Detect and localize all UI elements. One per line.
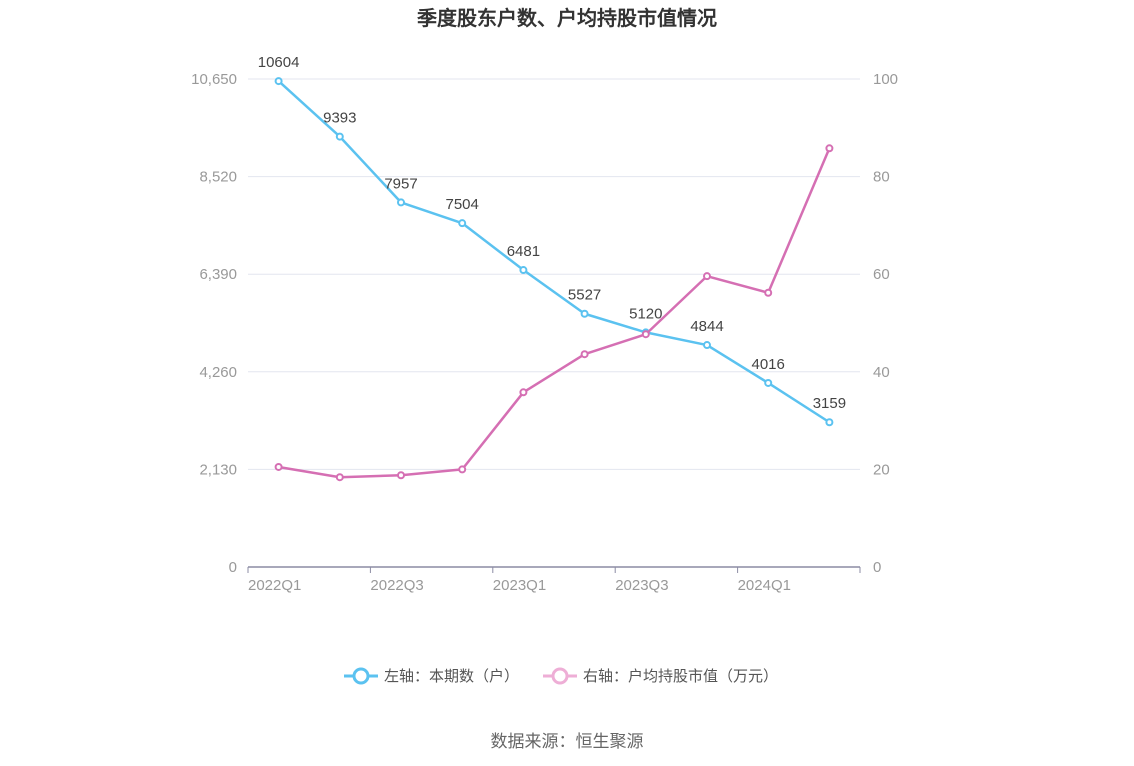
legend-left-label: 左轴：本期数（户） bbox=[384, 667, 519, 685]
left-series-point[interactable] bbox=[825, 418, 834, 427]
x-tick-label: 2023Q3 bbox=[615, 577, 668, 594]
right-series-point[interactable] bbox=[825, 144, 834, 153]
x-tick-label: 2023Q1 bbox=[493, 577, 546, 594]
left-series-point[interactable] bbox=[397, 198, 405, 207]
left-series-point[interactable] bbox=[274, 77, 283, 86]
axes: 0 0 2,130 20 4,260 40 6,390 60 8,520 80 10,650 100 2… bbox=[191, 71, 898, 594]
left-y-tick-label: 2,130 bbox=[199, 461, 237, 478]
x-tick-label: 2024Q1 bbox=[738, 577, 791, 594]
data-label: 5527 bbox=[568, 287, 601, 304]
data-label: 5120 bbox=[629, 305, 662, 322]
right-y-tick-label: 0 bbox=[873, 559, 881, 576]
legend-item-right-series[interactable]: 右轴：户均持股市值（万元） bbox=[543, 667, 778, 685]
right-series-point[interactable] bbox=[703, 272, 711, 281]
left-series-point[interactable] bbox=[335, 132, 344, 141]
right-series-line bbox=[278, 147, 831, 479]
x-tick-label: 2022Q1 bbox=[248, 577, 301, 594]
series-layer bbox=[274, 77, 834, 482]
right-series-point[interactable] bbox=[764, 288, 773, 297]
right-series-point[interactable] bbox=[580, 350, 589, 359]
right-y-tick-label: 60 bbox=[873, 266, 890, 283]
left-series-point[interactable] bbox=[458, 219, 467, 228]
left-y-tick-label: 4,260 bbox=[199, 364, 237, 381]
data-label: 4844 bbox=[690, 318, 723, 335]
left-series-point[interactable] bbox=[519, 266, 528, 275]
right-y-tick-label: 100 bbox=[873, 71, 898, 88]
data-label: 6481 bbox=[507, 243, 540, 260]
x-tick-label: 2022Q3 bbox=[370, 577, 423, 594]
chart-title: 季度股东户数、户均持股市值情况 bbox=[416, 6, 717, 30]
legend-item-left-series[interactable]: 左轴：本期数（户） bbox=[344, 667, 519, 685]
right-series bbox=[274, 144, 834, 482]
right-series-point[interactable] bbox=[274, 462, 283, 471]
left-y-tick-label: 6,390 bbox=[199, 266, 237, 283]
data-label: 10604 bbox=[258, 54, 300, 71]
data-labels: 10604 9393 7957 7504 6481 5527 5120 4844 4016 315… bbox=[258, 54, 846, 412]
right-series-point[interactable] bbox=[335, 473, 344, 482]
legend-left-marker bbox=[352, 667, 370, 685]
legend: 左轴：本期数（户） 右轴：户均持股市值（万元） bbox=[344, 667, 778, 685]
right-y-tick-label: 80 bbox=[873, 169, 890, 186]
left-y-tick-label: 10,650 bbox=[191, 71, 237, 88]
grid-lines bbox=[248, 78, 860, 470]
right-y-tick-label: 20 bbox=[873, 461, 890, 478]
left-series bbox=[274, 77, 834, 427]
data-label: 3159 bbox=[813, 395, 846, 412]
legend-right-label: 右轴：户均持股市值（万元） bbox=[583, 667, 778, 685]
data-label: 7957 bbox=[384, 175, 417, 192]
left-series-point[interactable] bbox=[703, 341, 711, 350]
data-label: 7504 bbox=[446, 196, 479, 213]
left-y-tick-label: 0 bbox=[229, 559, 237, 576]
left-series-point[interactable] bbox=[764, 378, 773, 387]
right-series-point[interactable] bbox=[519, 388, 528, 397]
data-label: 9393 bbox=[323, 110, 356, 127]
legend-right-marker bbox=[551, 667, 569, 685]
left-series-point[interactable] bbox=[580, 309, 589, 318]
data-label: 4016 bbox=[752, 356, 785, 373]
right-series-point[interactable] bbox=[458, 465, 467, 474]
right-y-tick-label: 40 bbox=[873, 364, 890, 381]
right-series-point[interactable] bbox=[397, 471, 405, 480]
left-y-tick-label: 8,520 bbox=[199, 169, 237, 186]
source-note: 数据来源：恒生聚源 bbox=[491, 732, 644, 752]
right-series-point[interactable] bbox=[641, 330, 650, 339]
left-series-line bbox=[277, 80, 831, 424]
